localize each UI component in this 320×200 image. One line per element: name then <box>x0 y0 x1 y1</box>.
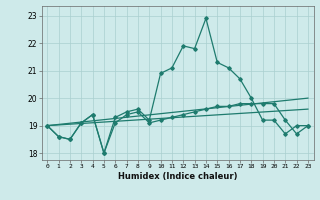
X-axis label: Humidex (Indice chaleur): Humidex (Indice chaleur) <box>118 172 237 181</box>
